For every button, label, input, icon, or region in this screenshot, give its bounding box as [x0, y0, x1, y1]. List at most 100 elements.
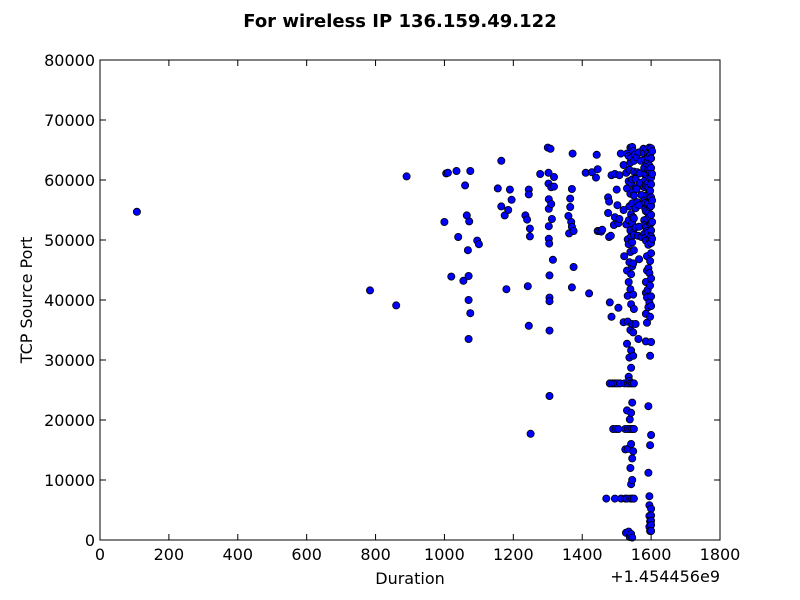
data-point [566, 194, 575, 203]
data-point [365, 286, 374, 295]
data-point [629, 379, 638, 388]
data-point [627, 270, 636, 279]
data-point [452, 166, 461, 175]
data-point [546, 144, 555, 153]
data-point [648, 234, 657, 243]
x-tick-label: 800 [360, 545, 391, 564]
data-point [632, 184, 641, 193]
data-point [392, 301, 401, 310]
data-point [626, 463, 635, 472]
data-point [592, 173, 601, 182]
y-tick-label: 40000 [44, 291, 95, 310]
data-point [627, 363, 636, 372]
data-point [569, 262, 578, 271]
x-offset-label: +1.454456e9 [610, 567, 720, 586]
data-point [629, 214, 638, 223]
data-point [550, 182, 559, 191]
data-point [524, 321, 533, 330]
data-point [466, 309, 475, 318]
data-point [614, 303, 623, 312]
data-point [544, 222, 553, 231]
x-tick-label: 1200 [493, 545, 534, 564]
data-point [628, 475, 637, 484]
data-point [646, 441, 655, 450]
data-point [628, 238, 637, 247]
data-point [631, 319, 640, 328]
data-point [568, 149, 577, 158]
data-point [132, 207, 141, 216]
data-point [629, 290, 638, 299]
data-point [459, 276, 468, 285]
x-tick-label: 1000 [424, 545, 465, 564]
data-point [629, 259, 638, 268]
data-point [644, 402, 653, 411]
y-tick-label: 10000 [44, 471, 95, 490]
y-tick-label: 0 [85, 531, 95, 550]
x-tick-label: 0 [95, 545, 105, 564]
data-point [629, 304, 638, 313]
data-point [629, 351, 638, 360]
data-point [604, 208, 613, 217]
data-point [545, 297, 554, 306]
data-point [620, 252, 629, 261]
data-point [646, 281, 655, 290]
data-point [545, 326, 554, 335]
data-point [629, 328, 638, 337]
data-point [629, 494, 638, 503]
x-tick-label: 600 [291, 545, 322, 564]
data-point [566, 202, 575, 211]
y-tick-label: 80000 [44, 51, 95, 70]
x-tick-label: 200 [154, 545, 185, 564]
data-point [628, 398, 637, 407]
data-point [646, 312, 655, 321]
data-point [628, 454, 637, 463]
data-point [645, 492, 654, 501]
data-point [648, 169, 657, 178]
data-point [461, 181, 470, 190]
data-point [644, 468, 653, 477]
data-point [647, 292, 656, 301]
data-point [550, 172, 559, 181]
data-point [497, 202, 506, 211]
data-point [548, 255, 557, 264]
x-tick-label: 1600 [631, 545, 672, 564]
data-point [629, 246, 638, 255]
scatter-points [132, 142, 657, 542]
data-point [454, 232, 463, 241]
data-point [592, 150, 601, 159]
data-point [647, 180, 656, 189]
data-point [647, 504, 656, 513]
data-point [647, 274, 656, 283]
data-point [647, 301, 656, 310]
data-point [607, 312, 616, 321]
data-point [612, 185, 621, 194]
plot-area [100, 60, 720, 540]
data-point [402, 172, 411, 181]
data-point [505, 185, 514, 194]
data-point [443, 168, 452, 177]
x-tick-label: 400 [223, 545, 254, 564]
data-point [634, 334, 643, 343]
data-point [625, 415, 634, 424]
data-point [464, 334, 473, 343]
data-point [593, 165, 602, 174]
data-point [464, 271, 473, 280]
data-point [523, 282, 532, 291]
data-point [567, 283, 576, 292]
data-point [646, 351, 655, 360]
y-tick-labels: 0 10000 20000 30000 40000 50000 60000 70… [44, 51, 95, 550]
data-point [545, 391, 554, 400]
data-point [463, 246, 472, 255]
y-tick-label: 30000 [44, 351, 95, 370]
data-point [536, 169, 545, 178]
data-point [545, 239, 554, 248]
data-point [647, 337, 656, 346]
data-point [569, 226, 578, 235]
y-tick-label: 70000 [44, 111, 95, 130]
data-point [647, 249, 656, 258]
data-point [504, 205, 513, 214]
data-point [465, 217, 474, 226]
data-point [648, 196, 657, 205]
data-point [623, 339, 632, 348]
